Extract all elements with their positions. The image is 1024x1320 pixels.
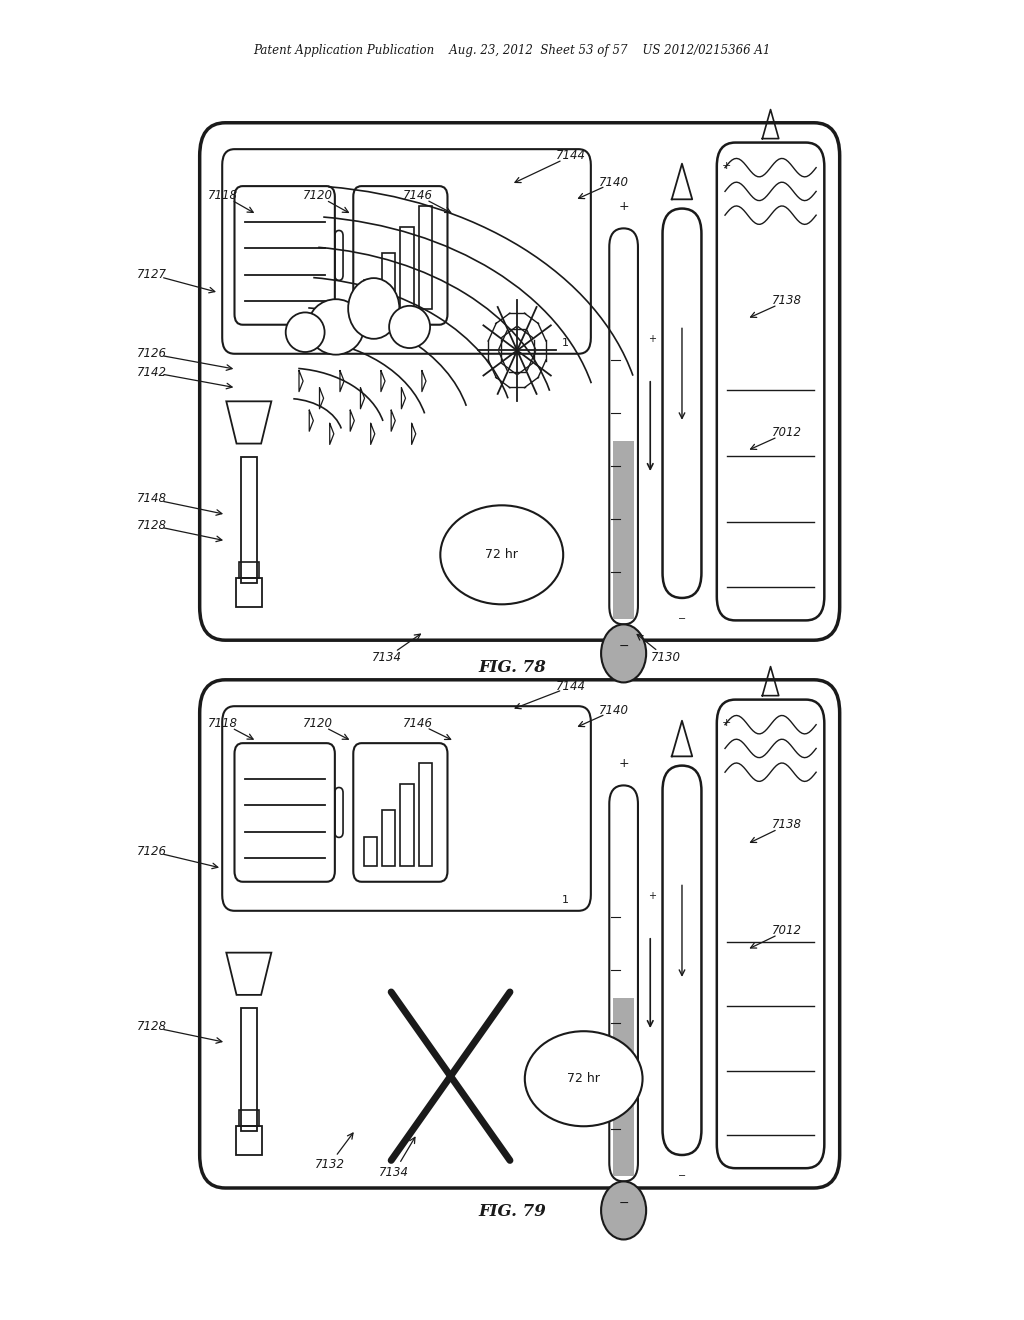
Text: 7120: 7120 xyxy=(302,189,333,202)
Bar xyxy=(382,253,395,309)
Text: −: − xyxy=(618,1197,629,1210)
Text: 7118: 7118 xyxy=(208,189,239,202)
Text: +: + xyxy=(648,891,656,902)
Bar xyxy=(239,1110,259,1126)
Text: FIG. 79: FIG. 79 xyxy=(478,1204,546,1220)
Text: +: + xyxy=(648,334,656,345)
Bar xyxy=(613,441,634,619)
Text: 7127: 7127 xyxy=(136,268,167,281)
Text: 7128: 7128 xyxy=(136,1020,167,1034)
Ellipse shape xyxy=(525,1031,643,1126)
Text: 7130: 7130 xyxy=(650,651,681,664)
Text: 7126: 7126 xyxy=(136,347,167,360)
Text: 7132: 7132 xyxy=(314,1158,345,1171)
Text: 7012: 7012 xyxy=(771,426,802,440)
Text: 1: 1 xyxy=(562,895,568,906)
Bar xyxy=(382,810,395,866)
Bar xyxy=(236,578,262,607)
Text: +: + xyxy=(722,718,731,729)
Bar xyxy=(241,457,257,583)
Bar xyxy=(364,837,377,866)
Text: 7126: 7126 xyxy=(136,845,167,858)
Text: 7012: 7012 xyxy=(771,924,802,937)
Text: Patent Application Publication    Aug. 23, 2012  Sheet 53 of 57    US 2012/02153: Patent Application Publication Aug. 23, … xyxy=(253,45,771,57)
Circle shape xyxy=(601,1181,646,1239)
Text: 7138: 7138 xyxy=(771,818,802,832)
Text: 7144: 7144 xyxy=(556,149,587,162)
Ellipse shape xyxy=(307,300,365,355)
Text: 7146: 7146 xyxy=(402,189,433,202)
Text: 72 hr: 72 hr xyxy=(485,548,518,561)
Bar xyxy=(236,1126,262,1155)
Text: +: + xyxy=(618,199,629,213)
Text: 7134: 7134 xyxy=(372,651,402,664)
Bar xyxy=(364,280,377,309)
Text: +: + xyxy=(618,756,629,770)
Bar xyxy=(241,1008,257,1131)
Text: 7140: 7140 xyxy=(599,176,630,189)
Bar xyxy=(239,562,259,578)
Text: 7144: 7144 xyxy=(556,680,587,693)
Text: FIG. 78: FIG. 78 xyxy=(478,660,546,676)
Text: 7138: 7138 xyxy=(771,294,802,308)
Bar xyxy=(400,784,414,866)
Text: 7128: 7128 xyxy=(136,519,167,532)
Text: −: − xyxy=(678,1171,686,1181)
Bar xyxy=(400,227,414,309)
Text: 7140: 7140 xyxy=(599,704,630,717)
Text: 7146: 7146 xyxy=(402,717,433,730)
Text: 7148: 7148 xyxy=(136,492,167,506)
Ellipse shape xyxy=(440,506,563,605)
Bar xyxy=(613,998,634,1176)
Bar xyxy=(419,763,432,866)
Text: 72 hr: 72 hr xyxy=(567,1072,600,1085)
Text: 7118: 7118 xyxy=(208,717,239,730)
Text: −: − xyxy=(618,640,629,653)
Text: −: − xyxy=(678,614,686,624)
Circle shape xyxy=(601,624,646,682)
Text: 1: 1 xyxy=(562,338,568,348)
Text: 7134: 7134 xyxy=(379,1166,410,1179)
Ellipse shape xyxy=(389,306,430,348)
Ellipse shape xyxy=(286,313,325,352)
Text: 7142: 7142 xyxy=(136,366,167,379)
Ellipse shape xyxy=(348,279,399,339)
Text: 7120: 7120 xyxy=(302,717,333,730)
Bar xyxy=(419,206,432,309)
Text: +: + xyxy=(722,161,731,172)
